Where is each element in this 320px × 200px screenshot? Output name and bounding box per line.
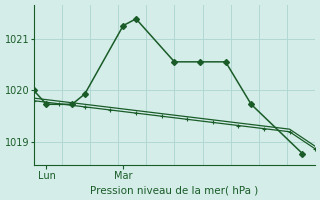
X-axis label: Pression niveau de la mer( hPa ): Pression niveau de la mer( hPa ) <box>90 185 259 195</box>
